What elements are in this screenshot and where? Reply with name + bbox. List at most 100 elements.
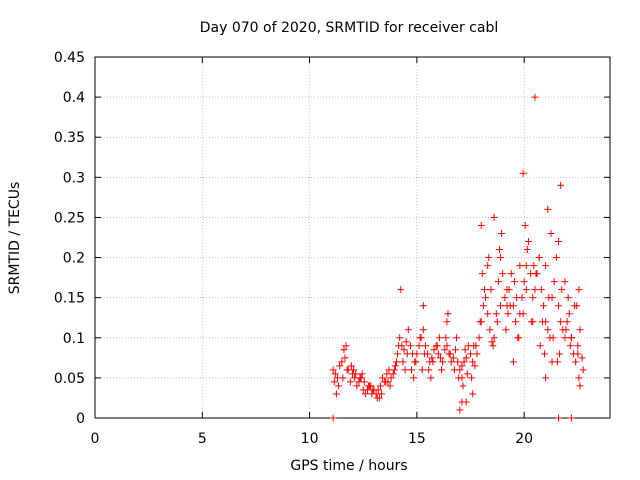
- data-point: [463, 370, 471, 378]
- data-point: [458, 374, 466, 382]
- data-point: [504, 310, 512, 318]
- data-point: [502, 326, 510, 334]
- data-point: [547, 229, 555, 237]
- data-point: [572, 358, 580, 366]
- data-point: [519, 169, 527, 177]
- data-point: [396, 334, 404, 342]
- data-point: [342, 342, 350, 350]
- data-point: [391, 362, 399, 370]
- data-point: [408, 366, 416, 374]
- data-point: [535, 254, 543, 262]
- data-point: [563, 318, 571, 326]
- data-point: [428, 354, 436, 362]
- data-point: [416, 334, 424, 342]
- data-point: [579, 366, 587, 374]
- y-tick-label: 0.35: [54, 130, 85, 146]
- data-point: [548, 358, 556, 366]
- data-point: [573, 302, 581, 310]
- data-point: [557, 318, 565, 326]
- data-point: [515, 334, 523, 342]
- data-point: [420, 350, 428, 358]
- grid: [95, 57, 610, 418]
- data-point: [521, 221, 529, 229]
- data-point: [565, 310, 573, 318]
- data-point: [479, 302, 487, 310]
- data-point: [544, 326, 552, 334]
- data-point: [476, 318, 484, 326]
- data-point: [552, 254, 560, 262]
- data-point: [446, 350, 454, 358]
- data-point: [497, 302, 505, 310]
- data-point: [360, 378, 368, 386]
- data-point: [347, 362, 355, 370]
- data-point: [499, 270, 507, 278]
- y-tick-label: 0.25: [54, 210, 85, 226]
- x-tick-label: 0: [91, 431, 100, 447]
- data-point: [404, 326, 412, 334]
- data-point: [529, 294, 537, 302]
- data-point: [498, 229, 506, 237]
- data-point: [376, 382, 384, 390]
- data-point: [469, 358, 477, 366]
- data-point: [386, 382, 394, 390]
- data-point: [567, 414, 575, 422]
- data-point: [489, 342, 497, 350]
- data-point: [403, 350, 411, 358]
- data-point: [402, 338, 410, 346]
- data-point: [575, 286, 583, 294]
- data-point: [542, 262, 550, 270]
- data-point: [487, 286, 495, 294]
- data-point: [339, 374, 347, 382]
- data-point: [539, 302, 547, 310]
- data-point: [462, 398, 470, 406]
- data-point: [509, 358, 517, 366]
- data-point: [444, 310, 452, 318]
- data-point: [419, 326, 427, 334]
- axis-ticks: 0 0.05 0.1 0.15 0.2 0.25 0.3 0.35 0.4 0.45 0 5 10 15 2…: [54, 50, 610, 447]
- data-point: [484, 310, 492, 318]
- data-point: [471, 362, 479, 370]
- data-point: [506, 302, 514, 310]
- data-point: [558, 286, 566, 294]
- data-point: [435, 334, 443, 342]
- data-point: [394, 350, 402, 358]
- data-point: [513, 294, 521, 302]
- data-point: [473, 350, 481, 358]
- data-point: [484, 262, 492, 270]
- data-point: [399, 358, 407, 366]
- data-point: [467, 350, 475, 358]
- data-point: [488, 338, 496, 346]
- data-point: [329, 414, 337, 422]
- data-point: [343, 366, 351, 374]
- data-point: [377, 390, 385, 398]
- x-tick-label: 10: [301, 431, 319, 447]
- data-point: [531, 93, 539, 101]
- data-point: [493, 318, 501, 326]
- data-point: [562, 326, 570, 334]
- data-point: [531, 286, 539, 294]
- chart-title: Day 070 of 2020, SRMTID for receiver cab…: [200, 20, 498, 36]
- y-axis-label: SRMTID / TECUs: [7, 182, 23, 295]
- y-tick-label: 0.05: [54, 371, 85, 387]
- data-point: [461, 346, 469, 354]
- data-points: [329, 93, 587, 422]
- data-point: [434, 350, 442, 358]
- data-point: [574, 342, 582, 350]
- plot-border: [94, 56, 611, 419]
- data-point: [482, 294, 490, 302]
- data-point: [458, 362, 466, 370]
- data-point: [469, 390, 477, 398]
- data-point: [475, 334, 483, 342]
- y-tick-label: 0.15: [54, 291, 85, 307]
- data-point: [329, 366, 337, 374]
- data-point: [449, 354, 457, 362]
- data-point: [415, 342, 423, 350]
- data-point: [375, 394, 383, 402]
- data-point: [410, 374, 418, 382]
- data-point: [346, 378, 354, 386]
- y-tick-label: 0.1: [63, 331, 85, 347]
- data-point: [485, 254, 493, 262]
- data-point: [413, 350, 421, 358]
- data-point: [436, 354, 444, 362]
